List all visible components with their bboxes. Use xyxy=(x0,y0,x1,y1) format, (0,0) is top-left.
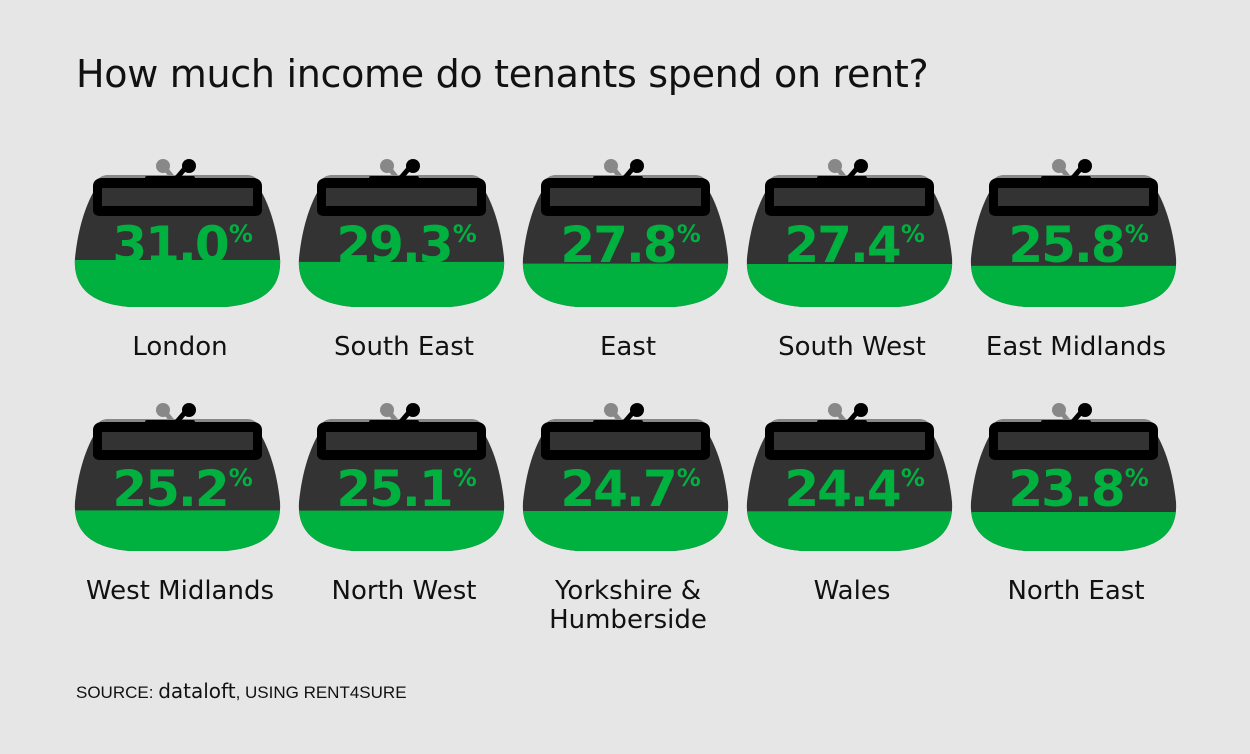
purse-item: 24.7% Yorkshire & Humberside xyxy=(522,402,733,635)
purse-item: 29.3% South East xyxy=(298,158,509,362)
percent-sign: % xyxy=(229,464,253,492)
purse-item: 27.4% South West xyxy=(746,158,957,362)
source-note: SOURCE: dataloft, USING RENT4SURE xyxy=(76,679,407,703)
value-label: 25.1 xyxy=(336,460,451,518)
value-label: 31.0 xyxy=(112,216,228,274)
coin-purse-icon: 24.4% xyxy=(746,403,953,551)
percent-sign: % xyxy=(1125,220,1149,248)
value-label: 27.8 xyxy=(560,216,675,274)
value-label: 23.8 xyxy=(1008,460,1123,518)
region-label: Yorkshire & Humberside xyxy=(549,576,707,635)
purse-item: 25.8% East Midlands xyxy=(970,158,1181,362)
purse-item: 31.0% London xyxy=(74,158,285,362)
value-label: 25.2 xyxy=(112,460,227,518)
fill-level-bar xyxy=(746,511,953,551)
fill-level-bar xyxy=(522,511,729,551)
value-label: 29.3 xyxy=(336,216,451,274)
region-label: London xyxy=(132,332,228,362)
fill-level-bar xyxy=(522,263,729,307)
purse-item: 25.1% North West xyxy=(298,402,509,606)
value-label: 27.4 xyxy=(784,216,900,274)
fill-level-bar xyxy=(970,512,1177,551)
coin-purse-icon: 31.0% xyxy=(74,159,281,307)
percent-sign: % xyxy=(229,220,253,248)
region-label: North East xyxy=(1007,576,1145,606)
source-prefix: SOURCE: xyxy=(76,683,159,702)
purse-item: 24.4% Wales xyxy=(746,402,957,606)
percent-sign: % xyxy=(453,220,477,248)
percent-sign: % xyxy=(677,220,701,248)
region-label: East xyxy=(599,332,657,362)
percent-sign: % xyxy=(1125,464,1149,492)
source-brand: dataloft xyxy=(158,679,236,703)
coin-purse-icon: 25.8% xyxy=(970,159,1177,307)
coin-purse-icon: 25.2% xyxy=(74,403,281,551)
percent-sign: % xyxy=(901,220,925,248)
purse-item: 27.8% East xyxy=(522,158,733,362)
fill-level-bar xyxy=(970,265,1177,307)
purse-item: 23.8% North East xyxy=(970,402,1181,606)
coin-purse-icon: 27.4% xyxy=(746,159,953,307)
coin-purse-icon: 27.8% xyxy=(522,159,729,307)
coin-purse-icon: 25.1% xyxy=(298,403,505,551)
chart-title: How much income do tenants spend on rent… xyxy=(76,52,929,96)
purse-item: 25.2% West Midlands xyxy=(74,402,285,606)
percent-sign: % xyxy=(453,464,477,492)
coin-purse-icon: 23.8% xyxy=(970,403,1177,551)
value-label: 24.4 xyxy=(784,460,900,518)
percent-sign: % xyxy=(677,464,701,492)
region-label: Wales xyxy=(813,576,891,606)
source-suffix: , USING RENT4SURE xyxy=(235,683,407,702)
fill-level-bar xyxy=(746,264,953,307)
region-label: East Midlands xyxy=(985,332,1167,362)
value-label: 25.8 xyxy=(1008,216,1123,274)
fill-level-bar xyxy=(298,261,505,307)
coin-purse-icon: 29.3% xyxy=(298,159,505,307)
region-label: South East xyxy=(334,332,474,362)
value-label: 24.7 xyxy=(560,460,675,518)
fill-level-bar xyxy=(298,510,505,551)
coin-purse-icon: 24.7% xyxy=(522,403,729,551)
region-label: South West xyxy=(778,332,926,362)
region-label: West Midlands xyxy=(85,576,275,606)
fill-level-bar xyxy=(74,510,281,551)
percent-sign: % xyxy=(901,464,925,492)
region-label: North West xyxy=(331,576,477,606)
fill-level-bar xyxy=(74,260,281,307)
